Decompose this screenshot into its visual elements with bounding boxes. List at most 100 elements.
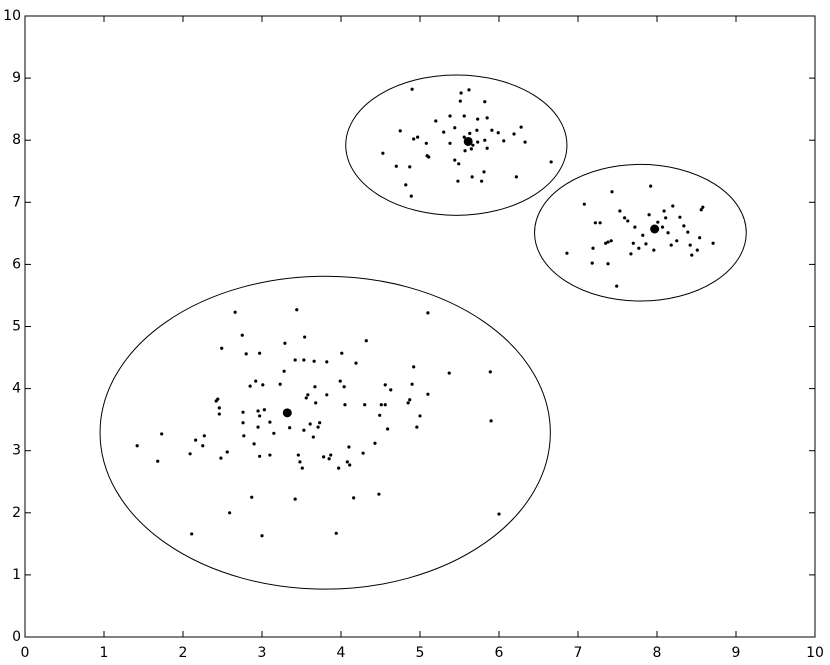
point	[233, 310, 237, 314]
y-tick-label: 7	[12, 194, 21, 210]
point	[383, 383, 387, 387]
point	[345, 460, 349, 464]
centroid	[650, 224, 660, 234]
point	[386, 427, 390, 431]
point	[416, 135, 420, 139]
point	[258, 351, 262, 355]
point	[483, 138, 487, 142]
x-tick-label: 10	[806, 645, 824, 661]
point	[471, 143, 475, 147]
point	[377, 492, 381, 496]
point	[254, 379, 258, 383]
point	[300, 466, 304, 470]
point	[631, 241, 635, 245]
point	[418, 414, 422, 418]
point	[458, 99, 462, 103]
point	[225, 450, 229, 454]
y-tick-label: 1	[12, 567, 21, 583]
point	[252, 442, 256, 446]
point	[258, 414, 262, 418]
point	[327, 457, 331, 461]
point	[593, 221, 597, 225]
point	[240, 333, 244, 337]
point	[373, 441, 377, 445]
point	[424, 141, 428, 145]
point	[448, 114, 452, 118]
point	[641, 233, 645, 237]
y-tick-label: 4	[12, 381, 21, 397]
point	[468, 131, 472, 135]
point	[409, 194, 413, 198]
point	[660, 225, 665, 229]
y-tick-label: 10	[3, 8, 21, 24]
point	[698, 236, 702, 240]
point	[485, 146, 489, 150]
point	[394, 164, 398, 168]
point	[426, 392, 430, 396]
point	[389, 388, 393, 392]
x-tick-label: 9	[732, 645, 741, 661]
point	[217, 412, 221, 416]
point	[606, 262, 610, 266]
point	[652, 248, 656, 252]
point	[482, 170, 486, 174]
point	[688, 243, 692, 247]
point	[483, 100, 487, 104]
point	[244, 352, 248, 356]
point	[272, 431, 276, 435]
point	[381, 151, 385, 155]
point	[308, 422, 312, 426]
point	[606, 240, 610, 244]
point	[288, 426, 292, 430]
point	[135, 444, 139, 448]
point	[316, 425, 320, 429]
point	[489, 419, 493, 423]
point	[514, 175, 518, 179]
y-tick-label: 5	[12, 319, 21, 335]
point	[626, 219, 630, 223]
point	[462, 114, 466, 118]
point	[629, 252, 633, 256]
point	[623, 216, 627, 220]
point	[690, 253, 694, 257]
y-tick-label: 2	[12, 505, 21, 521]
centroid	[282, 408, 292, 418]
point	[662, 209, 666, 213]
point	[313, 385, 317, 389]
point	[490, 128, 494, 132]
point	[408, 165, 412, 169]
point	[156, 459, 160, 463]
point	[302, 358, 306, 362]
point	[604, 241, 608, 245]
point	[427, 155, 431, 159]
point	[637, 246, 641, 250]
y-tick-label: 8	[12, 132, 21, 148]
point	[342, 385, 346, 389]
point	[293, 358, 297, 362]
point	[250, 495, 254, 499]
point	[598, 221, 602, 225]
point	[649, 184, 653, 188]
point	[202, 434, 206, 438]
point	[656, 220, 660, 224]
point	[591, 246, 595, 250]
point	[496, 131, 500, 135]
point	[241, 421, 245, 425]
point	[404, 183, 408, 187]
x-tick-label: 7	[574, 645, 583, 661]
point	[364, 339, 368, 343]
point	[258, 454, 262, 458]
point	[682, 224, 686, 228]
point	[615, 284, 619, 288]
point	[523, 140, 527, 144]
point	[325, 393, 329, 397]
point	[695, 248, 699, 252]
point	[686, 230, 690, 234]
point	[475, 128, 479, 132]
point	[470, 175, 474, 179]
point	[348, 463, 352, 467]
point	[664, 216, 668, 220]
point	[426, 311, 430, 315]
point	[549, 160, 553, 164]
point	[262, 408, 266, 412]
